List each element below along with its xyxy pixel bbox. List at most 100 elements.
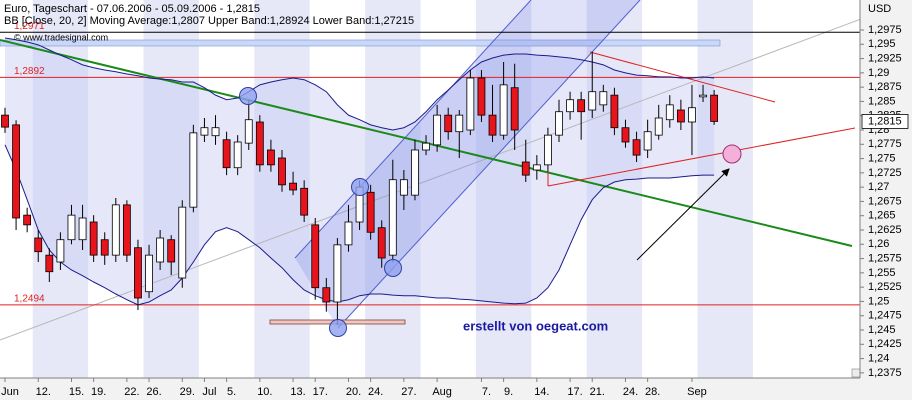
- x-tick-label: Jun: [1, 386, 19, 398]
- candle-body: [78, 217, 87, 241]
- last-price-label: 1,2815: [868, 115, 902, 127]
- week-stripe: [697, 0, 753, 378]
- candle-body: [676, 109, 685, 123]
- y-tick-label: 1,285: [868, 95, 896, 107]
- axis-layer: 1,2375 1,24 1,2425 1,245 1,2475 1,25 1,2525 1,2…: [1, 24, 909, 398]
- x-tick-label: 24.: [368, 386, 383, 398]
- y-tick-label: 1,245: [868, 324, 896, 336]
- marker-circle: [239, 87, 257, 105]
- indicator-legend: BB [Close, 20, 2] Moving Average:1,2807 …: [4, 15, 414, 27]
- x-tick-label: 5.: [227, 386, 236, 398]
- candle-body: [688, 107, 696, 123]
- candle-body: [1, 114, 9, 128]
- resize-icon: [851, 368, 861, 378]
- y-tick-label: 1,25: [868, 295, 889, 307]
- level-label: 1,2494: [14, 293, 45, 304]
- x-tick-label: 27.: [401, 386, 416, 398]
- candle-body: [67, 214, 76, 241]
- candle-body: [89, 221, 98, 256]
- watermark: © www.tradesignal.com: [14, 32, 108, 42]
- y-tick-label: 1,2875: [868, 81, 902, 93]
- x-tick-label: Jul: [202, 386, 216, 398]
- unit-label: USD: [868, 3, 891, 15]
- candle-body: [34, 237, 43, 253]
- arrow: [636, 168, 730, 261]
- x-tick-label: 17.: [567, 386, 582, 398]
- candle-body: [466, 77, 475, 131]
- y-tick-label: 1,2475: [868, 310, 902, 322]
- candle-body: [444, 114, 453, 133]
- x-axis-area: [0, 378, 860, 400]
- candle-body: [510, 87, 519, 131]
- candle-body: [654, 117, 663, 136]
- x-tick-label: 24.: [623, 386, 638, 398]
- candle-body: [521, 161, 530, 176]
- candle-body: [344, 221, 353, 246]
- target-circle: [722, 144, 742, 164]
- candle-body: [555, 111, 563, 136]
- y-tick-label: 1,2525: [868, 281, 902, 293]
- candle-body: [255, 121, 264, 166]
- candle-body: [377, 227, 386, 259]
- candle-body: [311, 224, 320, 289]
- candle-body: [300, 187, 309, 216]
- candle-body: [23, 214, 32, 226]
- candle-body: [710, 94, 719, 122]
- y-tick-label: 1,2375: [868, 367, 902, 379]
- y-tick-label: 1,2575: [868, 252, 902, 264]
- candle-body: [455, 114, 464, 133]
- candle-body: [433, 114, 442, 146]
- candle-body: [544, 134, 552, 166]
- x-tick-label: 7.: [482, 386, 491, 398]
- candle-body: [178, 206, 187, 279]
- candle-body: [134, 247, 142, 299]
- y-tick-label: 1,24: [868, 352, 889, 364]
- candle-body: [477, 77, 486, 116]
- candle-body: [488, 114, 497, 136]
- candle-body: [422, 142, 430, 151]
- candle-body: [111, 204, 120, 256]
- candle-body: [322, 287, 331, 303]
- candle-body: [122, 204, 131, 256]
- candle-body: [399, 179, 408, 196]
- candle-body: [577, 99, 586, 113]
- x-tick-label: Sep: [687, 386, 707, 398]
- chart-title: Euro, Tageschart - 07.06.2006 - 05.09.20…: [4, 3, 260, 15]
- candle-body: [100, 239, 109, 256]
- y-tick-label: 1,2725: [868, 167, 902, 179]
- candle-body: [189, 132, 198, 208]
- level-label: 1,2971: [14, 21, 45, 32]
- candle-body: [233, 141, 242, 169]
- y-tick-label: 1,2925: [868, 52, 902, 64]
- candle-body: [588, 91, 597, 111]
- candle-body: [200, 127, 209, 136]
- x-tick-label: 15.: [69, 386, 84, 398]
- x-tick-label: 21.: [590, 386, 605, 398]
- candle-body: [643, 131, 652, 151]
- x-tick-label: 9.: [504, 386, 513, 398]
- y-axis-area: [860, 0, 912, 400]
- last-price-box: [861, 114, 909, 129]
- candle-body: [388, 179, 397, 256]
- candle-layer: [1, 51, 719, 325]
- candle-body: [532, 164, 541, 171]
- triangle-lower: [547, 127, 856, 187]
- x-tick-label: 28.: [645, 386, 660, 398]
- x-tick-label: 12.: [36, 386, 51, 398]
- candle-body: [333, 244, 342, 303]
- candle-body: [566, 99, 574, 113]
- candle-body: [156, 237, 165, 263]
- level-label: 1,2892: [14, 66, 45, 77]
- x-tick-label: 20.: [346, 386, 361, 398]
- x-tick-label: 26.: [146, 386, 161, 398]
- annotation: erstellt von oegeat.com: [463, 318, 608, 333]
- y-tick-label: 1,275: [868, 152, 896, 164]
- x-tick-label: 13.: [290, 386, 305, 398]
- x-tick-label: 22.: [124, 386, 139, 398]
- y-tick-label: 1,2675: [868, 195, 902, 207]
- candle-body: [699, 94, 707, 98]
- candle-body: [56, 239, 65, 263]
- marker-circle: [329, 319, 347, 337]
- y-tick-label: 1,29: [868, 67, 889, 79]
